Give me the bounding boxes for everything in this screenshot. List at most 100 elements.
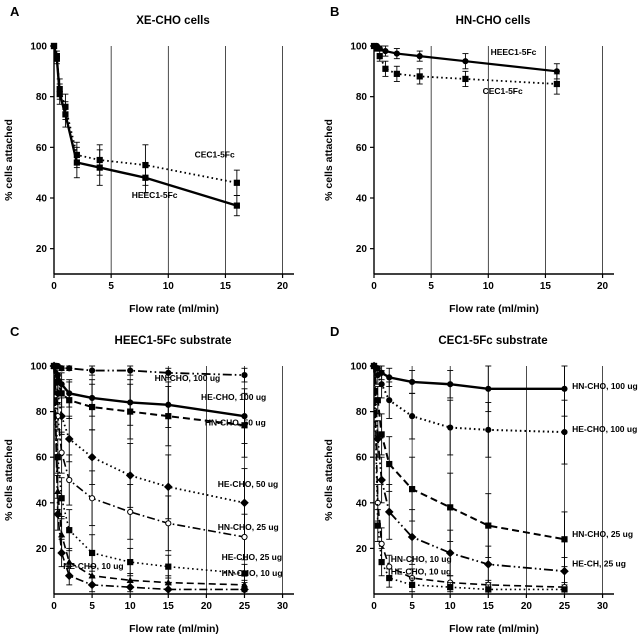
data-point-marker xyxy=(241,570,248,577)
data-point-marker xyxy=(553,80,560,88)
panel-letter: D xyxy=(330,324,340,339)
data-point-marker xyxy=(87,452,97,462)
series-label: HN-CHO, 25 ug xyxy=(572,529,633,539)
series-label: HN-CHO, 50 ug xyxy=(205,417,266,427)
panel-D-header: D CEC1-5Fc substrate xyxy=(320,320,640,354)
y-tick-label: 20 xyxy=(36,544,48,555)
panel-letter: B xyxy=(330,4,340,19)
data-point-marker xyxy=(142,174,149,181)
panel-title: XE-CHO cells xyxy=(136,15,210,27)
series-line xyxy=(373,365,565,434)
data-point-marker xyxy=(485,586,492,593)
data-point-marker xyxy=(65,558,73,565)
x-tick-label: 20 xyxy=(597,281,609,292)
data-point-marker xyxy=(561,385,568,392)
data-point-marker xyxy=(64,434,74,444)
series-line xyxy=(53,365,245,591)
data-point-marker xyxy=(386,460,393,468)
data-point-marker xyxy=(560,566,569,576)
series-label: HE-CHO, 25 ug xyxy=(222,552,282,562)
data-point-marker xyxy=(88,367,96,374)
data-point-marker xyxy=(416,53,423,60)
data-point-marker xyxy=(241,422,248,429)
data-point-marker xyxy=(58,449,65,456)
data-point-marker xyxy=(386,397,393,404)
data-point-marker xyxy=(561,429,568,436)
x-axis-title: Flow rate (ml/min) xyxy=(129,623,219,635)
data-point-marker xyxy=(386,574,393,582)
data-point-marker xyxy=(483,560,493,569)
y-tick-label: 80 xyxy=(36,92,48,103)
data-point-marker xyxy=(125,582,135,592)
panel-letter: A xyxy=(10,4,20,19)
y-tick-label: 20 xyxy=(36,244,48,255)
data-point-marker xyxy=(127,508,134,516)
data-point-marker xyxy=(447,381,454,388)
data-point-marker xyxy=(62,111,69,118)
data-point-marker xyxy=(416,73,423,80)
data-point-marker xyxy=(163,482,173,492)
series-line xyxy=(52,45,238,207)
panel-B-header: B HN-CHO cells xyxy=(320,0,640,34)
data-point-marker xyxy=(377,475,386,485)
chart-B: 0 5 10 15 20 20 40 60 80 100 Flow rate (ml/min) % c… xyxy=(323,42,614,315)
data-point-marker xyxy=(407,532,417,542)
panel-letter: C xyxy=(10,324,20,339)
series-label: HN-CHO, 10 ug xyxy=(222,568,283,578)
data-point-marker xyxy=(462,58,469,65)
data-point-marker xyxy=(88,495,96,502)
y-tick-label: 40 xyxy=(36,498,48,509)
x-tick-label: 30 xyxy=(277,601,289,612)
series-label: HN-CHO, 25 ug xyxy=(218,522,279,532)
data-point-marker xyxy=(66,365,73,372)
y-tick-label: 60 xyxy=(356,143,368,154)
data-point-marker xyxy=(96,164,103,171)
data-point-marker xyxy=(163,585,173,594)
series-line xyxy=(373,365,565,591)
data-point-marker xyxy=(54,454,61,461)
series-label: CEC1-5Fc xyxy=(483,86,523,96)
panel-C-header: C HEEC1-5Fc substrate xyxy=(0,320,320,354)
data-point-marker xyxy=(386,374,393,381)
y-axis-title: % cells attached xyxy=(323,119,335,201)
data-point-marker xyxy=(49,361,59,371)
data-point-marker xyxy=(64,571,74,581)
data-point-marker xyxy=(56,91,63,98)
data-point-marker xyxy=(57,548,66,558)
x-tick-label: 5 xyxy=(108,281,114,292)
x-tick-label: 25 xyxy=(239,601,251,612)
data-point-marker xyxy=(164,579,172,586)
x-tick-label: 10 xyxy=(445,601,457,612)
x-tick-label: 20 xyxy=(201,601,213,612)
y-tick-label: 40 xyxy=(356,498,368,509)
panel-C: C HEEC1-5Fc substrate 0 5 10 15 20 25 30 20 40 60… xyxy=(0,320,320,640)
y-tick-label: 100 xyxy=(350,362,367,373)
data-point-marker xyxy=(127,408,134,415)
data-point-marker xyxy=(126,576,134,583)
data-point-marker xyxy=(561,536,568,543)
series-line xyxy=(373,364,565,390)
panel-A-header: A XE-CHO cells xyxy=(0,0,320,34)
series-line xyxy=(373,365,565,573)
series-label: HEEC1-5Fc xyxy=(491,47,537,57)
data-point-marker xyxy=(553,68,560,75)
y-tick-label: 100 xyxy=(350,42,367,53)
series-line xyxy=(373,365,565,541)
data-point-marker xyxy=(73,159,80,166)
y-tick-label: 60 xyxy=(36,143,48,154)
data-point-marker xyxy=(445,548,455,558)
data-point-marker xyxy=(370,362,378,370)
y-axis-title: % cells attached xyxy=(3,119,15,201)
data-point-marker xyxy=(66,397,73,404)
x-tick-label: 5 xyxy=(409,601,415,612)
data-point-marker xyxy=(382,65,389,72)
chart-D: 0 5 10 15 20 25 30 20 40 60 80 100 Flow rate (ml/min… xyxy=(323,362,638,636)
x-axis-title: Flow rate (ml/min) xyxy=(449,303,539,315)
data-point-marker xyxy=(485,426,492,433)
y-tick-label: 80 xyxy=(356,92,368,103)
data-point-marker xyxy=(485,522,492,529)
y-axis-title: % cells attached xyxy=(323,439,335,521)
data-point-marker xyxy=(240,498,249,508)
data-point-marker xyxy=(127,367,134,374)
data-point-marker xyxy=(165,369,172,376)
